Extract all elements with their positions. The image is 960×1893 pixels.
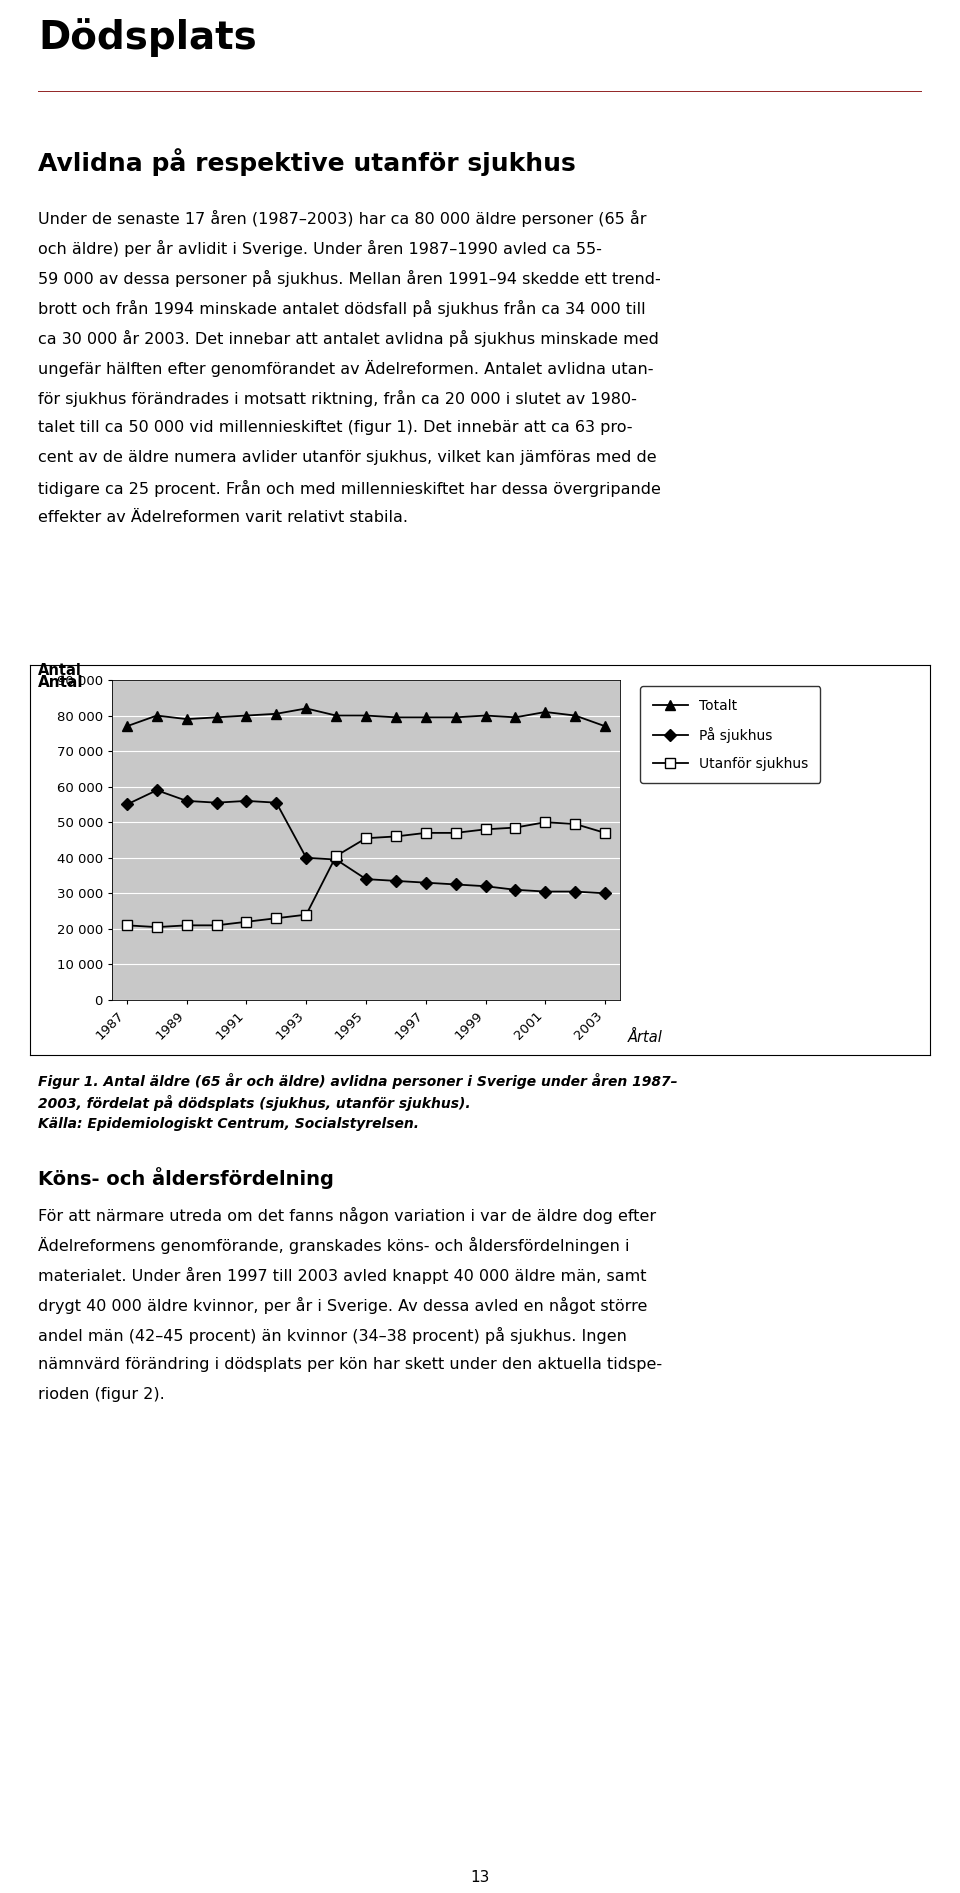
Text: Köns- och åldersfördelning: Köns- och åldersfördelning	[38, 1166, 334, 1189]
Text: Antal: Antal	[38, 676, 84, 691]
Text: för sjukhus förändrades i motsatt riktning, från ca 20 000 i slutet av 1980-: för sjukhus förändrades i motsatt riktni…	[38, 390, 636, 407]
Text: tidigare ca 25 procent. Från och med millennieskiftet har dessa övergripande: tidigare ca 25 procent. Från och med mil…	[38, 481, 660, 498]
Utanför sjukhus	[480, 818, 492, 840]
Text: 59 000 av dessa personer på sjukhus. Mellan åren 1991–94 skedde ett trend-: 59 000 av dessa personer på sjukhus. Mel…	[38, 271, 660, 288]
Totalt	[540, 700, 551, 723]
Line: Totalt: Totalt	[122, 704, 610, 731]
Utanför sjukhus	[271, 907, 282, 929]
Totalt	[211, 706, 223, 729]
Totalt	[330, 704, 342, 727]
Utanför sjukhus	[569, 812, 581, 835]
Totalt	[569, 704, 581, 727]
Text: 2003, fördelat på dödsplats (sjukhus, utanför sjukhus).: 2003, fördelat på dödsplats (sjukhus, ut…	[38, 1094, 470, 1111]
Utanför sjukhus	[360, 827, 372, 850]
Text: nämnvärd förändring i dödsplats per kön har skett under den aktuella tidspe-: nämnvärd förändring i dödsplats per kön …	[38, 1357, 662, 1372]
Line: På sjukhus: På sjukhus	[123, 786, 610, 897]
Utanför sjukhus	[241, 911, 252, 933]
Text: effekter av Ädelreformen varit relativt stabila.: effekter av Ädelreformen varit relativt …	[38, 509, 408, 524]
Totalt	[241, 704, 252, 727]
Text: ca 30 000 år 2003. Det innebar att antalet avlidna på sjukhus minskade med: ca 30 000 år 2003. Det innebar att antal…	[38, 329, 659, 346]
Totalt	[121, 716, 132, 738]
På sjukhus	[211, 791, 223, 814]
Utanför sjukhus	[300, 903, 312, 926]
Utanför sjukhus	[211, 914, 223, 937]
Totalt	[599, 716, 611, 738]
På sjukhus	[300, 846, 312, 869]
Text: För att närmare utreda om det fanns någon variation i var de äldre dog efter: För att närmare utreda om det fanns någo…	[38, 1208, 656, 1225]
Text: andel män (42–45 procent) än kvinnor (34–38 procent) på sjukhus. Ingen: andel män (42–45 procent) än kvinnor (34…	[38, 1327, 627, 1344]
Text: Årtal: Årtal	[628, 1030, 662, 1045]
Text: talet till ca 50 000 vid millennieskiftet (figur 1). Det innebär att ca 63 pro-: talet till ca 50 000 vid millennieskifte…	[38, 420, 633, 435]
Text: Under de senaste 17 åren (1987–2003) har ca 80 000 äldre personer (65 år: Under de senaste 17 åren (1987–2003) har…	[38, 210, 646, 227]
Text: materialet. Under åren 1997 till 2003 avled knappt 40 000 äldre män, samt: materialet. Under åren 1997 till 2003 av…	[38, 1266, 646, 1283]
Utanför sjukhus	[330, 844, 342, 867]
Utanför sjukhus	[510, 816, 521, 839]
Legend: Totalt, På sjukhus, Utanför sjukhus: Totalt, På sjukhus, Utanför sjukhus	[640, 687, 821, 784]
Totalt	[151, 704, 162, 727]
På sjukhus	[330, 848, 342, 871]
På sjukhus	[480, 875, 492, 897]
Utanför sjukhus	[450, 822, 462, 844]
Text: 13: 13	[470, 1870, 490, 1885]
Totalt	[420, 706, 432, 729]
Utanför sjukhus	[180, 914, 192, 937]
På sjukhus	[510, 878, 521, 901]
Totalt	[180, 708, 192, 731]
Totalt	[390, 706, 401, 729]
På sjukhus	[390, 869, 401, 892]
Utanför sjukhus	[390, 825, 401, 848]
Text: brott och från 1994 minskade antalet dödsfall på sjukhus från ca 34 000 till: brott och från 1994 minskade antalet död…	[38, 299, 646, 316]
Totalt	[360, 704, 372, 727]
Text: ungefär hälften efter genomförandet av Ädelreformen. Antalet avlidna utan-: ungefär hälften efter genomförandet av Ä…	[38, 360, 654, 377]
Text: Källa: Epidemiologiskt Centrum, Socialstyrelsen.: Källa: Epidemiologiskt Centrum, Socialst…	[38, 1117, 419, 1130]
Text: drygt 40 000 äldre kvinnor, per år i Sverige. Av dessa avled en något större: drygt 40 000 äldre kvinnor, per år i Sve…	[38, 1297, 647, 1314]
Text: Ädelreformens genomförande, granskades köns- och åldersfördelningen i: Ädelreformens genomförande, granskades k…	[38, 1236, 630, 1253]
På sjukhus	[121, 793, 132, 816]
Text: Avlidna på respektive utanför sjukhus: Avlidna på respektive utanför sjukhus	[38, 148, 576, 176]
Totalt	[300, 697, 312, 719]
Text: Antal: Antal	[38, 663, 82, 678]
Totalt	[510, 706, 521, 729]
På sjukhus	[569, 880, 581, 903]
På sjukhus	[450, 873, 462, 895]
Text: cent av de äldre numera avlider utanför sjukhus, vilket kan jämföras med de: cent av de äldre numera avlider utanför …	[38, 451, 657, 466]
Utanför sjukhus	[540, 810, 551, 833]
Utanför sjukhus	[121, 914, 132, 937]
Line: Utanför sjukhus: Utanför sjukhus	[123, 818, 610, 931]
På sjukhus	[540, 880, 551, 903]
Utanför sjukhus	[599, 822, 611, 844]
På sjukhus	[360, 867, 372, 890]
Totalt	[271, 702, 282, 725]
Utanför sjukhus	[420, 822, 432, 844]
På sjukhus	[420, 871, 432, 893]
På sjukhus	[241, 789, 252, 812]
Utanför sjukhus	[151, 916, 162, 939]
Text: och äldre) per år avlidit i Sverige. Under åren 1987–1990 avled ca 55-: och äldre) per år avlidit i Sverige. Und…	[38, 240, 602, 257]
På sjukhus	[599, 882, 611, 905]
Totalt	[480, 704, 492, 727]
Text: rioden (figur 2).: rioden (figur 2).	[38, 1388, 165, 1403]
Text: Figur 1. Antal äldre (65 år och äldre) avlidna personer i Sverige under åren 198: Figur 1. Antal äldre (65 år och äldre) a…	[38, 1073, 678, 1088]
På sjukhus	[180, 789, 192, 812]
På sjukhus	[151, 778, 162, 801]
Totalt	[450, 706, 462, 729]
På sjukhus	[271, 791, 282, 814]
Text: Dödsplats: Dödsplats	[38, 19, 256, 57]
